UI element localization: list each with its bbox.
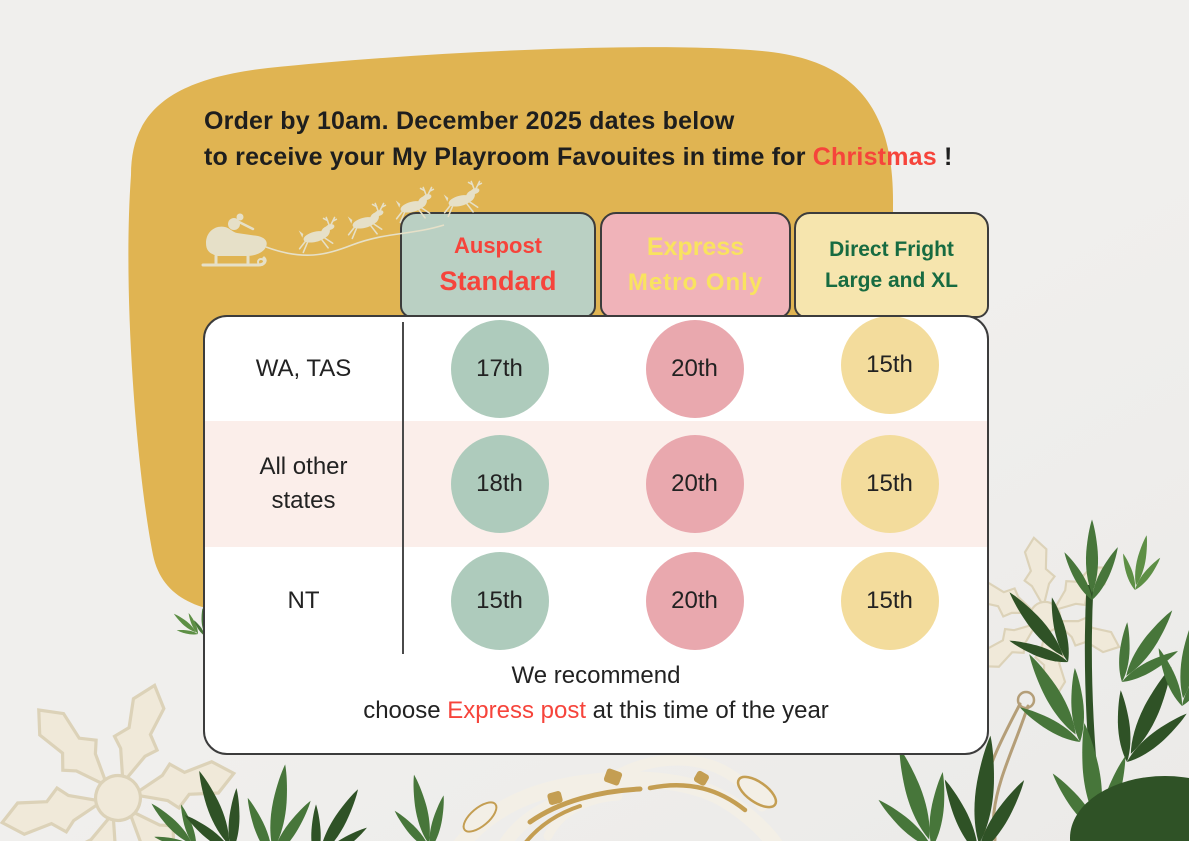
cedar-branch-icon xyxy=(860,520,1189,841)
date-badge: 15th xyxy=(840,435,939,533)
santa-sleigh-icon xyxy=(201,180,483,267)
sleigh-body xyxy=(201,213,267,267)
column-header-line2: Metro Only xyxy=(627,269,764,296)
row-label-wa-tas: WA, TAS xyxy=(255,355,352,382)
date-badge: 20th xyxy=(645,320,744,418)
table-cell: 20th xyxy=(597,547,792,654)
row-label-nt: NT xyxy=(287,586,320,614)
table-cell: 15th xyxy=(792,421,987,547)
column-header-auspost-standard: Auspost Standard xyxy=(400,212,596,318)
recommendation-note: We recommend choose Express post at this… xyxy=(205,654,987,753)
column-divider xyxy=(402,322,404,654)
banner-heading-line1: Order by 10am. December 2025 dates below xyxy=(204,107,735,135)
column-header-express-metro: Express Metro Only xyxy=(600,212,791,318)
date-badge: 15th xyxy=(840,317,939,414)
date-badge: 20th xyxy=(645,435,744,533)
table-cell: 18th xyxy=(402,421,597,547)
recommendation-line1: We recommend xyxy=(511,662,681,689)
column-header-line2: Large and XL xyxy=(824,268,959,292)
christmas-highlight: Christmas xyxy=(812,143,937,171)
column-header-direct-freight: Direct Fright Large and XL xyxy=(794,212,989,318)
date-badge: 20th xyxy=(645,551,744,650)
gold-twig-icon xyxy=(453,754,783,841)
express-post-highlight: Express post xyxy=(447,697,586,724)
date-badge: 15th xyxy=(840,551,939,650)
column-header-line1: Express xyxy=(646,233,745,261)
table-cell: 15th xyxy=(792,317,987,421)
date-badge: 17th xyxy=(450,320,549,418)
table-cell: 15th xyxy=(792,547,987,654)
table-cell: 17th xyxy=(402,317,597,421)
recommendation-line2: choose Express post at this time of the … xyxy=(363,697,829,724)
table-cell: 20th xyxy=(597,317,792,421)
row-label-all-other-states: All other states xyxy=(259,453,348,514)
banner-heading-line2: to receive your My Playroom Favouites in… xyxy=(204,143,953,171)
column-header-line1: Auspost xyxy=(454,233,542,258)
banner-heading: Order by 10am. December 2025 dates below… xyxy=(204,103,953,175)
table-cell: 15th xyxy=(402,547,597,654)
date-badge: 18th xyxy=(450,435,549,533)
column-header-line2: Standard xyxy=(439,266,557,296)
column-header-line1: Direct Fright xyxy=(829,237,954,261)
date-badge: 15th xyxy=(450,551,549,650)
table-cell: 20th xyxy=(597,421,792,547)
shipping-dates-table: WA, TAS 17th 20th 15th All other states 1… xyxy=(203,315,989,755)
